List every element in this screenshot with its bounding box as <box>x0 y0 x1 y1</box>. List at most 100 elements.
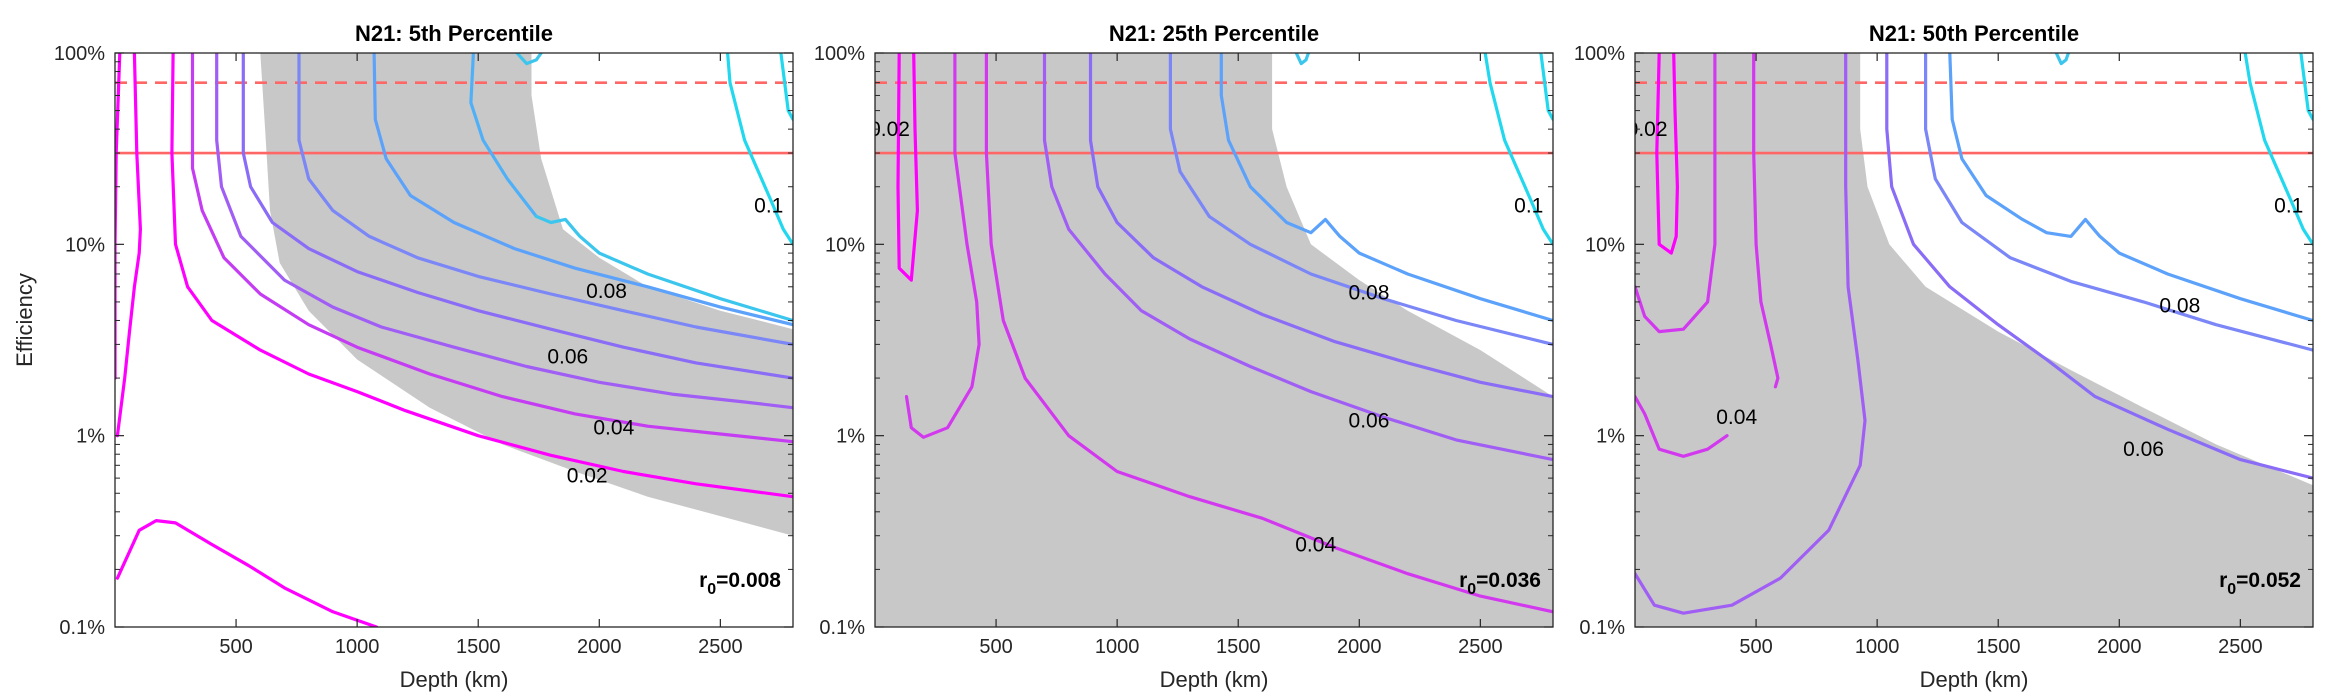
contour-line-0-02 <box>115 519 379 627</box>
x-axis-label: Depth (km) <box>1920 667 2029 692</box>
contour-line-0-04 <box>904 53 981 439</box>
shaded-region <box>875 53 1553 627</box>
contour-label-0-02: 0.02 <box>1627 118 1668 141</box>
axes-box <box>874 52 1554 628</box>
contour-line-0-04 <box>1635 53 1717 334</box>
x-tick-label: 2500 <box>2218 636 2263 658</box>
plot-area: 0.02 0.04 0.06 0.08 0.1 <box>115 53 793 627</box>
contour-line-0-08 <box>297 53 793 346</box>
contour-label-0-08: 0.08 <box>1349 282 1390 305</box>
y-tick-label: 1% <box>76 426 105 448</box>
contour-line-0-08 <box>1924 53 2313 352</box>
contour-label-0-08: 0.08 <box>586 280 627 303</box>
contour-line-0-04 <box>1752 53 1780 389</box>
x-tick-label: 500 <box>1739 636 1772 658</box>
r0-annotation: r0=0.036 <box>1459 569 1541 598</box>
plot-area: 0.02 0.04 0.06 0.08 0.1 <box>869 53 1553 627</box>
y-tick-label: 1% <box>836 426 865 448</box>
r0-annotation: r0=0.052 <box>2219 569 2301 598</box>
contour-line-0-1 <box>534 214 793 323</box>
x-tick-label: 1500 <box>1976 636 2021 658</box>
contour-label-0-06: 0.06 <box>2123 438 2164 461</box>
contour-line-0-04 <box>984 53 1553 614</box>
panel-title: N21: 5th Percentile <box>355 21 553 46</box>
contour-label-0-02: 0.02 <box>567 464 608 487</box>
axes-box <box>114 52 794 628</box>
contour-line-0-1 <box>2299 53 2313 121</box>
y-axis-label: Efficiency <box>12 273 37 367</box>
y-tick-label: 1% <box>1596 426 1625 448</box>
contour-line-0-04 <box>1635 395 1729 458</box>
panel-title: N21: 50th Percentile <box>1869 21 2079 46</box>
y-tick-label: 0.1% <box>1579 617 1625 639</box>
axes-box <box>1634 52 2314 628</box>
shaded-region <box>260 53 793 536</box>
x-tick-label: 1500 <box>456 636 501 658</box>
y-tick-label: 10% <box>65 234 105 256</box>
contour-line-0-1 <box>1483 53 1553 246</box>
contour-label-0-06: 0.06 <box>547 345 588 368</box>
contour-line-0-06 <box>215 53 793 410</box>
contour-line-0-1 <box>515 53 543 66</box>
x-tick-label: 1000 <box>1855 636 1900 658</box>
x-tick-label: 2000 <box>2097 636 2142 658</box>
panel-title: N21: 25th Percentile <box>1109 21 1319 46</box>
contour-line-0-1 <box>2243 53 2313 246</box>
x-tick-label: 2500 <box>1458 636 1503 658</box>
shaded-region <box>1635 53 2313 627</box>
y-tick-label: 10% <box>1585 234 1625 256</box>
contour-line-0-02 <box>115 53 142 438</box>
contour-label-0-08: 0.08 <box>2159 294 2200 317</box>
contour-label-0-04: 0.04 <box>593 417 634 440</box>
contour-line-0-02 <box>1655 53 1679 255</box>
panel-3: 0.02 0.04 0.06 0.08 0.1 500 1000 1500 2000 2500 0.… <box>1574 21 2314 692</box>
r0-annotation: r0=0.008 <box>699 569 781 598</box>
x-tick-label: 1500 <box>1216 636 1261 658</box>
contour-label-0-04: 0.04 <box>1716 406 1757 429</box>
y-tick-label: 0.1% <box>819 617 865 639</box>
y-tick-label: 100% <box>814 43 865 65</box>
contour-line-0-1 <box>1294 53 1310 66</box>
x-tick-label: 2500 <box>698 636 743 658</box>
y-tick-label: 0.1% <box>59 617 105 639</box>
x-tick-label: 1000 <box>1095 636 1140 658</box>
plot-area: 0.02 0.04 0.06 0.08 0.1 <box>1627 53 2313 627</box>
contour-line-0-06 <box>1635 53 1867 615</box>
contour-line-0-02 <box>115 53 122 380</box>
contour-line-0-1 <box>726 53 793 246</box>
contour-line-0-02 <box>896 53 919 282</box>
contour-line-0-08 <box>1168 53 1553 346</box>
contour-label-0-1: 0.1 <box>2274 194 2303 217</box>
x-tick-label: 2000 <box>1337 636 1382 658</box>
contour-line-0-04 <box>190 53 793 444</box>
contour-label-0-06: 0.06 <box>1349 410 1390 433</box>
x-tick-label: 1000 <box>335 636 380 658</box>
contour-line-0-06 <box>241 53 793 380</box>
contour-line-0-06 <box>1088 53 1553 399</box>
contour-line-0-1 <box>2054 53 2070 66</box>
contour-line-0-08 <box>372 53 793 327</box>
contour-line-0-1 <box>469 53 538 218</box>
contour-label-0-04: 0.04 <box>1295 533 1336 556</box>
y-tick-label: 10% <box>825 234 865 256</box>
x-tick-label: 500 <box>219 636 252 658</box>
contour-line-0-02 <box>170 53 793 499</box>
x-tick-label: 2000 <box>577 636 622 658</box>
contour-line-0-06 <box>1885 53 2313 480</box>
contour-line-0-1 <box>779 53 793 121</box>
x-axis-label: Depth (km) <box>400 667 509 692</box>
x-axis-label: Depth (km) <box>1160 667 1269 692</box>
panel-2: 0.02 0.04 0.06 0.08 0.1 500 1000 1500 2000 2500 0.… <box>814 21 1554 692</box>
contour-line-0-08 <box>1948 53 2313 323</box>
y-tick-label: 100% <box>54 43 105 65</box>
contour-label-0-1: 0.1 <box>754 194 783 217</box>
contour-label-0-02: 0.02 <box>869 118 910 141</box>
contour-line-0-1 <box>1539 53 1553 121</box>
y-tick-label: 100% <box>1574 43 1625 65</box>
x-tick-label: 500 <box>979 636 1012 658</box>
panel-1: 0.02 0.04 0.06 0.08 0.1 500 1000 1500 2000 2500 0.… <box>12 21 794 692</box>
contour-line-0-08 <box>1219 53 1553 323</box>
contour-label-0-1: 0.1 <box>1514 194 1543 217</box>
contour-line-0-06 <box>1042 53 1553 462</box>
